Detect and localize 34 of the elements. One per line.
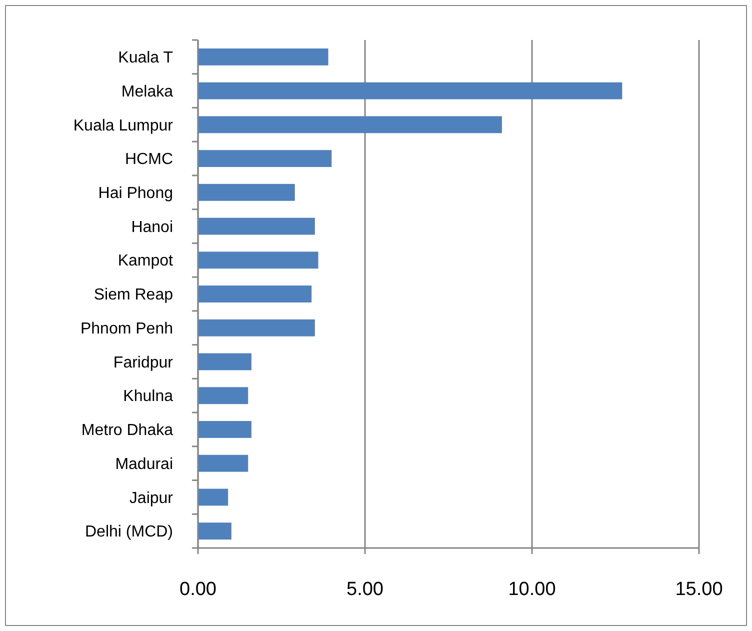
bar [198,116,502,134]
y-tick-label: Phnom Penh [80,320,173,338]
y-tick-label: Kuala Lumpur [73,117,174,134]
x-tick-label: 15.00 [675,579,723,600]
bar [198,522,232,540]
bar [198,319,315,336]
bar [198,218,315,235]
x-tick-label: 5.00 [346,579,384,600]
y-tick-label: Madurai [115,456,173,473]
bar [198,82,622,100]
y-tick-label: Khulna [123,388,174,406]
bar [198,252,318,269]
x-tick-label: 10.00 [508,579,556,600]
y-tick-label: Hai Phong [98,185,173,202]
y-tick-label: Delhi (MCD) [85,524,173,541]
x-tick-label: 0.00 [180,579,216,600]
bar [198,387,248,404]
y-tick-label: Siem Reap [94,286,174,304]
bar [198,150,332,167]
bar [198,48,328,66]
y-tick-label: Melaka [121,83,174,100]
y-tick-label: Jaipur [129,490,174,507]
bar [198,184,295,201]
y-tick-label: Kuala T [118,50,174,67]
y-tick-label: Metro Dhaka [81,422,174,440]
bar [198,353,252,370]
y-tick-label: Hanoi [131,218,173,236]
y-tick-label: Faridpur [113,354,174,372]
bar [198,488,228,506]
bar [198,286,312,302]
bar [198,421,252,438]
y-tick-label: Kampot [118,252,174,270]
bar [198,454,248,472]
y-tick-label: HCMC [125,151,173,168]
